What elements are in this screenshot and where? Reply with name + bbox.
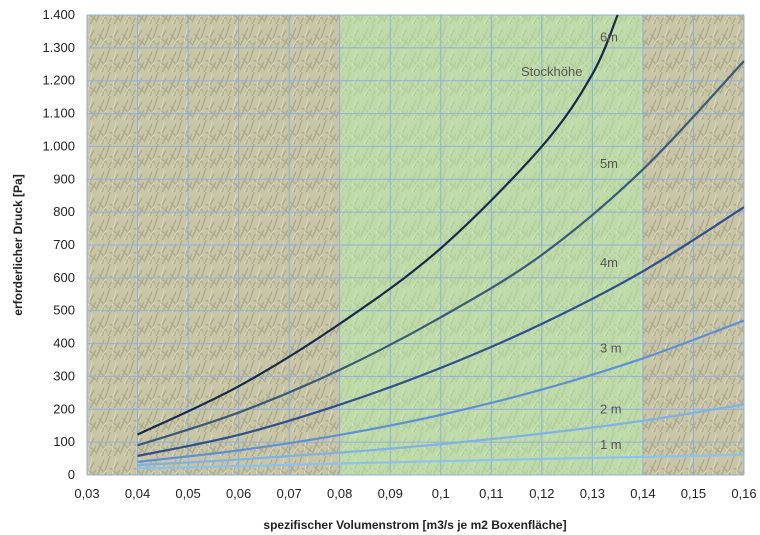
y-tick-label: 800 bbox=[53, 204, 75, 219]
x-tick-label: 0,13 bbox=[580, 486, 605, 501]
y-tick-label: 300 bbox=[53, 368, 75, 383]
x-tick-label: 0,04 bbox=[125, 486, 150, 501]
y-tick-label: 600 bbox=[53, 270, 75, 285]
x-tick-label: 0,05 bbox=[175, 486, 200, 501]
series-label: 3 m bbox=[600, 341, 622, 356]
series-label: 5m bbox=[600, 156, 618, 171]
x-tick-label: 0,15 bbox=[681, 486, 706, 501]
y-tick-label: 500 bbox=[53, 303, 75, 318]
x-tick-label: 0,03 bbox=[74, 486, 99, 501]
x-tick-labels: 0,03 0,04 0,05 0,06 0,07 0,08 0,09 0,1 0,11 0,12 0… bbox=[74, 486, 756, 501]
y-tick-label: 100 bbox=[53, 434, 75, 449]
y-tick-label: 900 bbox=[53, 171, 75, 186]
y-tick-label: 400 bbox=[53, 336, 75, 351]
series-line bbox=[137, 206, 745, 458]
x-tick-label: 0,1 bbox=[432, 486, 450, 501]
x-tick-label: 0,08 bbox=[327, 486, 352, 501]
x-tick-label: 0,12 bbox=[529, 486, 554, 501]
series-label: 6m bbox=[600, 29, 618, 44]
series-line bbox=[137, 403, 745, 467]
series-line bbox=[137, 60, 745, 447]
y-tick-labels: 0 100 200 300 400 500 600 700 800 900 1.000 1.100 1.… bbox=[42, 7, 75, 482]
series-line bbox=[137, 319, 745, 463]
series-labels: 1 m 2 m 3 m 4m 5m 6m bbox=[600, 29, 622, 452]
y-tick-label: 1.300 bbox=[42, 40, 75, 55]
y-tick-label: 1.200 bbox=[42, 73, 75, 88]
annotation-stockhoehe: Stockhöhe bbox=[521, 64, 582, 79]
y-tick-label: 700 bbox=[53, 237, 75, 252]
series-lines bbox=[137, 14, 745, 470]
x-tick-label: 0,09 bbox=[378, 486, 403, 501]
series-label: 1 m bbox=[600, 437, 622, 452]
y-axis-title: erforderlicher Druck [Pa] bbox=[11, 174, 25, 315]
x-tick-label: 0,14 bbox=[630, 486, 655, 501]
series-line bbox=[137, 14, 619, 436]
x-axis-title: spezifischer Volumenstrom [m3/s je m2 Bo… bbox=[263, 518, 566, 532]
series-label: 4m bbox=[600, 255, 618, 270]
series-line bbox=[137, 453, 745, 470]
y-tick-label: 1.400 bbox=[42, 7, 75, 22]
x-tick-label: 0,16 bbox=[731, 486, 756, 501]
grid bbox=[86, 14, 745, 476]
series-label: 2 m bbox=[600, 402, 622, 417]
x-tick-label: 0,11 bbox=[479, 486, 503, 501]
x-tick-label: 0,07 bbox=[276, 486, 301, 501]
y-tick-label: 1.100 bbox=[42, 106, 75, 121]
y-tick-label: 200 bbox=[53, 401, 75, 416]
y-tick-label: 0 bbox=[68, 467, 75, 482]
x-tick-label: 0,06 bbox=[226, 486, 251, 501]
y-tick-label: 1.000 bbox=[42, 138, 75, 153]
